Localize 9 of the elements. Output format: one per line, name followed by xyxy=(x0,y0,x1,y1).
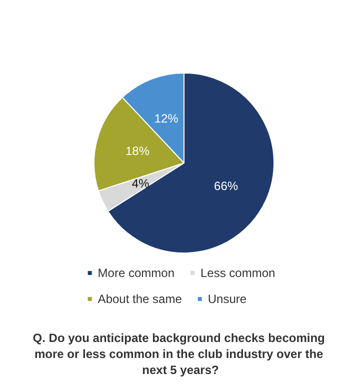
legend-label: About the same xyxy=(98,292,182,306)
data-label: 18% xyxy=(125,144,150,158)
legend-label: Less common xyxy=(200,266,276,280)
data-label: 4% xyxy=(132,176,150,190)
text: Q. Do you anticipate background checks becoming more or less common in the club industry over the next 5 years? xyxy=(32,331,328,377)
data-label: 12% xyxy=(154,111,179,126)
legend-label: Unsure xyxy=(208,292,247,306)
data-label: 66% xyxy=(214,179,238,194)
legend-label: More common xyxy=(98,266,174,280)
